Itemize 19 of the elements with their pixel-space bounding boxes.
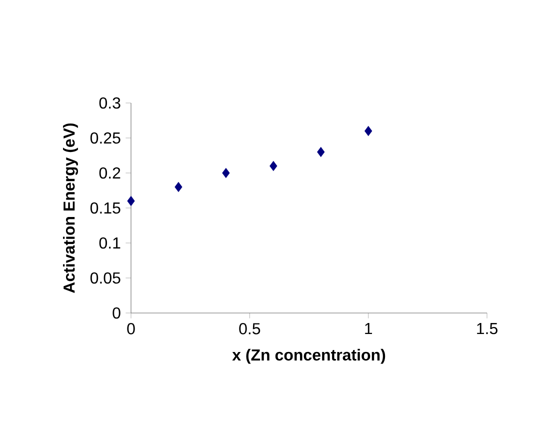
- x-tick-label: 0: [127, 323, 135, 334]
- x-tick-label: 0.5: [239, 323, 260, 334]
- y-tick-label: 0: [112, 307, 120, 319]
- x-tick-label: 1: [365, 323, 372, 334]
- x-axis-title: x (Zn concentration): [232, 348, 386, 364]
- y-tick-label: 0.25: [90, 132, 120, 144]
- y-tick-label: 0.1: [99, 237, 120, 249]
- y-tick-label: 0.3: [99, 97, 120, 109]
- y-tick-label: 0.2: [99, 167, 120, 179]
- point: [270, 161, 278, 171]
- point: [317, 147, 325, 157]
- x-tick-label: 1.5: [477, 323, 498, 334]
- point: [222, 168, 230, 178]
- point: [127, 196, 135, 206]
- y-axis-title: Activation Energy (eV): [63, 123, 78, 293]
- point: [174, 182, 182, 192]
- y-tick-label: 0.05: [90, 272, 120, 284]
- y-tick-label: 0.15: [90, 202, 120, 214]
- point: [364, 126, 372, 136]
